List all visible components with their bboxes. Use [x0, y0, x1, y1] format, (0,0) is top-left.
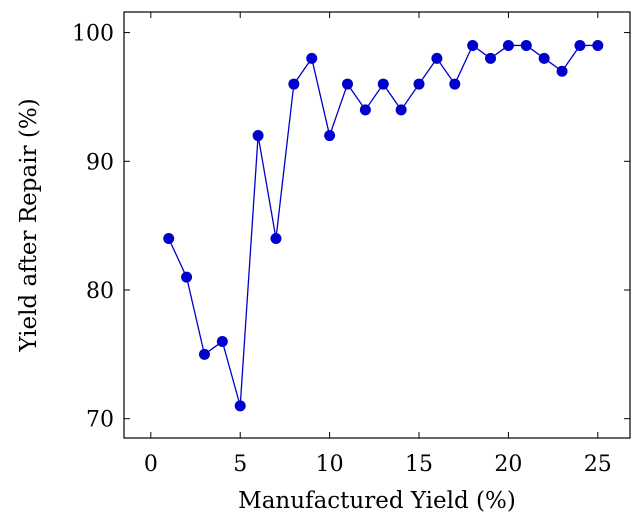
data-point — [216, 335, 228, 347]
data-point — [234, 400, 246, 412]
data-points — [163, 39, 604, 412]
axis-ticks — [124, 12, 630, 438]
data-point — [377, 78, 389, 90]
x-axis-title: Manufactured Yield (%) — [238, 488, 516, 514]
data-point — [592, 39, 604, 51]
x-tick-label: 15 — [405, 452, 433, 477]
x-tick-label: 10 — [316, 452, 344, 477]
data-point — [538, 52, 550, 64]
data-point — [556, 65, 568, 77]
y-tick-label: 100 — [72, 22, 114, 47]
data-point — [181, 271, 193, 283]
x-tick-label: 25 — [584, 452, 612, 477]
data-point — [341, 78, 353, 90]
data-point — [198, 348, 210, 360]
data-point — [324, 130, 336, 142]
data-point — [431, 52, 443, 64]
data-point — [306, 52, 318, 64]
data-point — [574, 39, 586, 51]
data-point — [163, 233, 175, 245]
data-point — [502, 39, 514, 51]
data-point — [449, 78, 461, 90]
data-point — [520, 39, 532, 51]
tick-labels: 0 5 10 15 20 25 70 80 90 100 — [72, 22, 612, 477]
data-point — [413, 78, 425, 90]
data-point — [485, 52, 497, 64]
y-tick-label: 90 — [86, 150, 114, 175]
data-point — [288, 78, 300, 90]
data-point — [467, 39, 479, 51]
data-point — [359, 104, 371, 116]
y-axis-title: Yield after Repair (%) — [16, 98, 42, 352]
x-tick-label: 20 — [494, 452, 522, 477]
x-tick-label: 5 — [233, 452, 247, 477]
y-tick-label: 80 — [86, 279, 114, 304]
data-point — [252, 130, 264, 142]
data-point — [395, 104, 407, 116]
plot-frame — [123, 11, 631, 439]
y-tick-label: 70 — [86, 408, 114, 433]
data-point — [270, 233, 282, 245]
x-tick-label: 0 — [144, 452, 158, 477]
series-line — [168, 44, 598, 406]
